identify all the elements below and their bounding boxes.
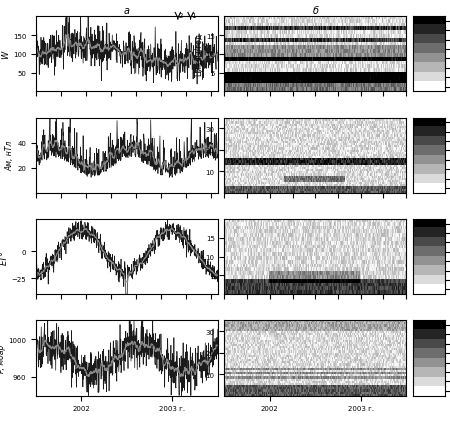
Y-axis label: W: W [1, 51, 10, 59]
Y-axis label: Циклы/год: Циклы/год [194, 33, 203, 76]
Y-axis label: Aм, нТл: Aм, нТл [5, 141, 14, 171]
Text: 1: 1 [191, 13, 196, 19]
Y-axis label: P, мбар: P, мбар [0, 344, 5, 372]
Title: а: а [124, 6, 130, 16]
Title: б: б [312, 6, 318, 16]
Text: 2: 2 [179, 13, 183, 19]
Y-axis label: ET°: ET° [0, 250, 9, 264]
